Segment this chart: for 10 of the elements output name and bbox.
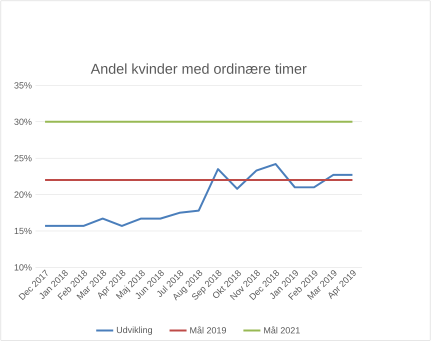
legend-label: Udvikling (116, 326, 152, 335)
legend-label: Mål 2019 (190, 326, 226, 334)
y-tick-label: 10% (14, 264, 32, 271)
y-tick-label: 30% (14, 118, 32, 125)
y-tick-label: 15% (14, 228, 32, 234)
y-tick-label: 20% (14, 191, 32, 198)
y-tick-label: 25% (14, 154, 32, 162)
chart-title: Andel kvinder med ordinære timer (90, 63, 307, 74)
legend-label: Mål 2021 (264, 326, 300, 334)
y-tick-label: 35% (14, 82, 32, 89)
